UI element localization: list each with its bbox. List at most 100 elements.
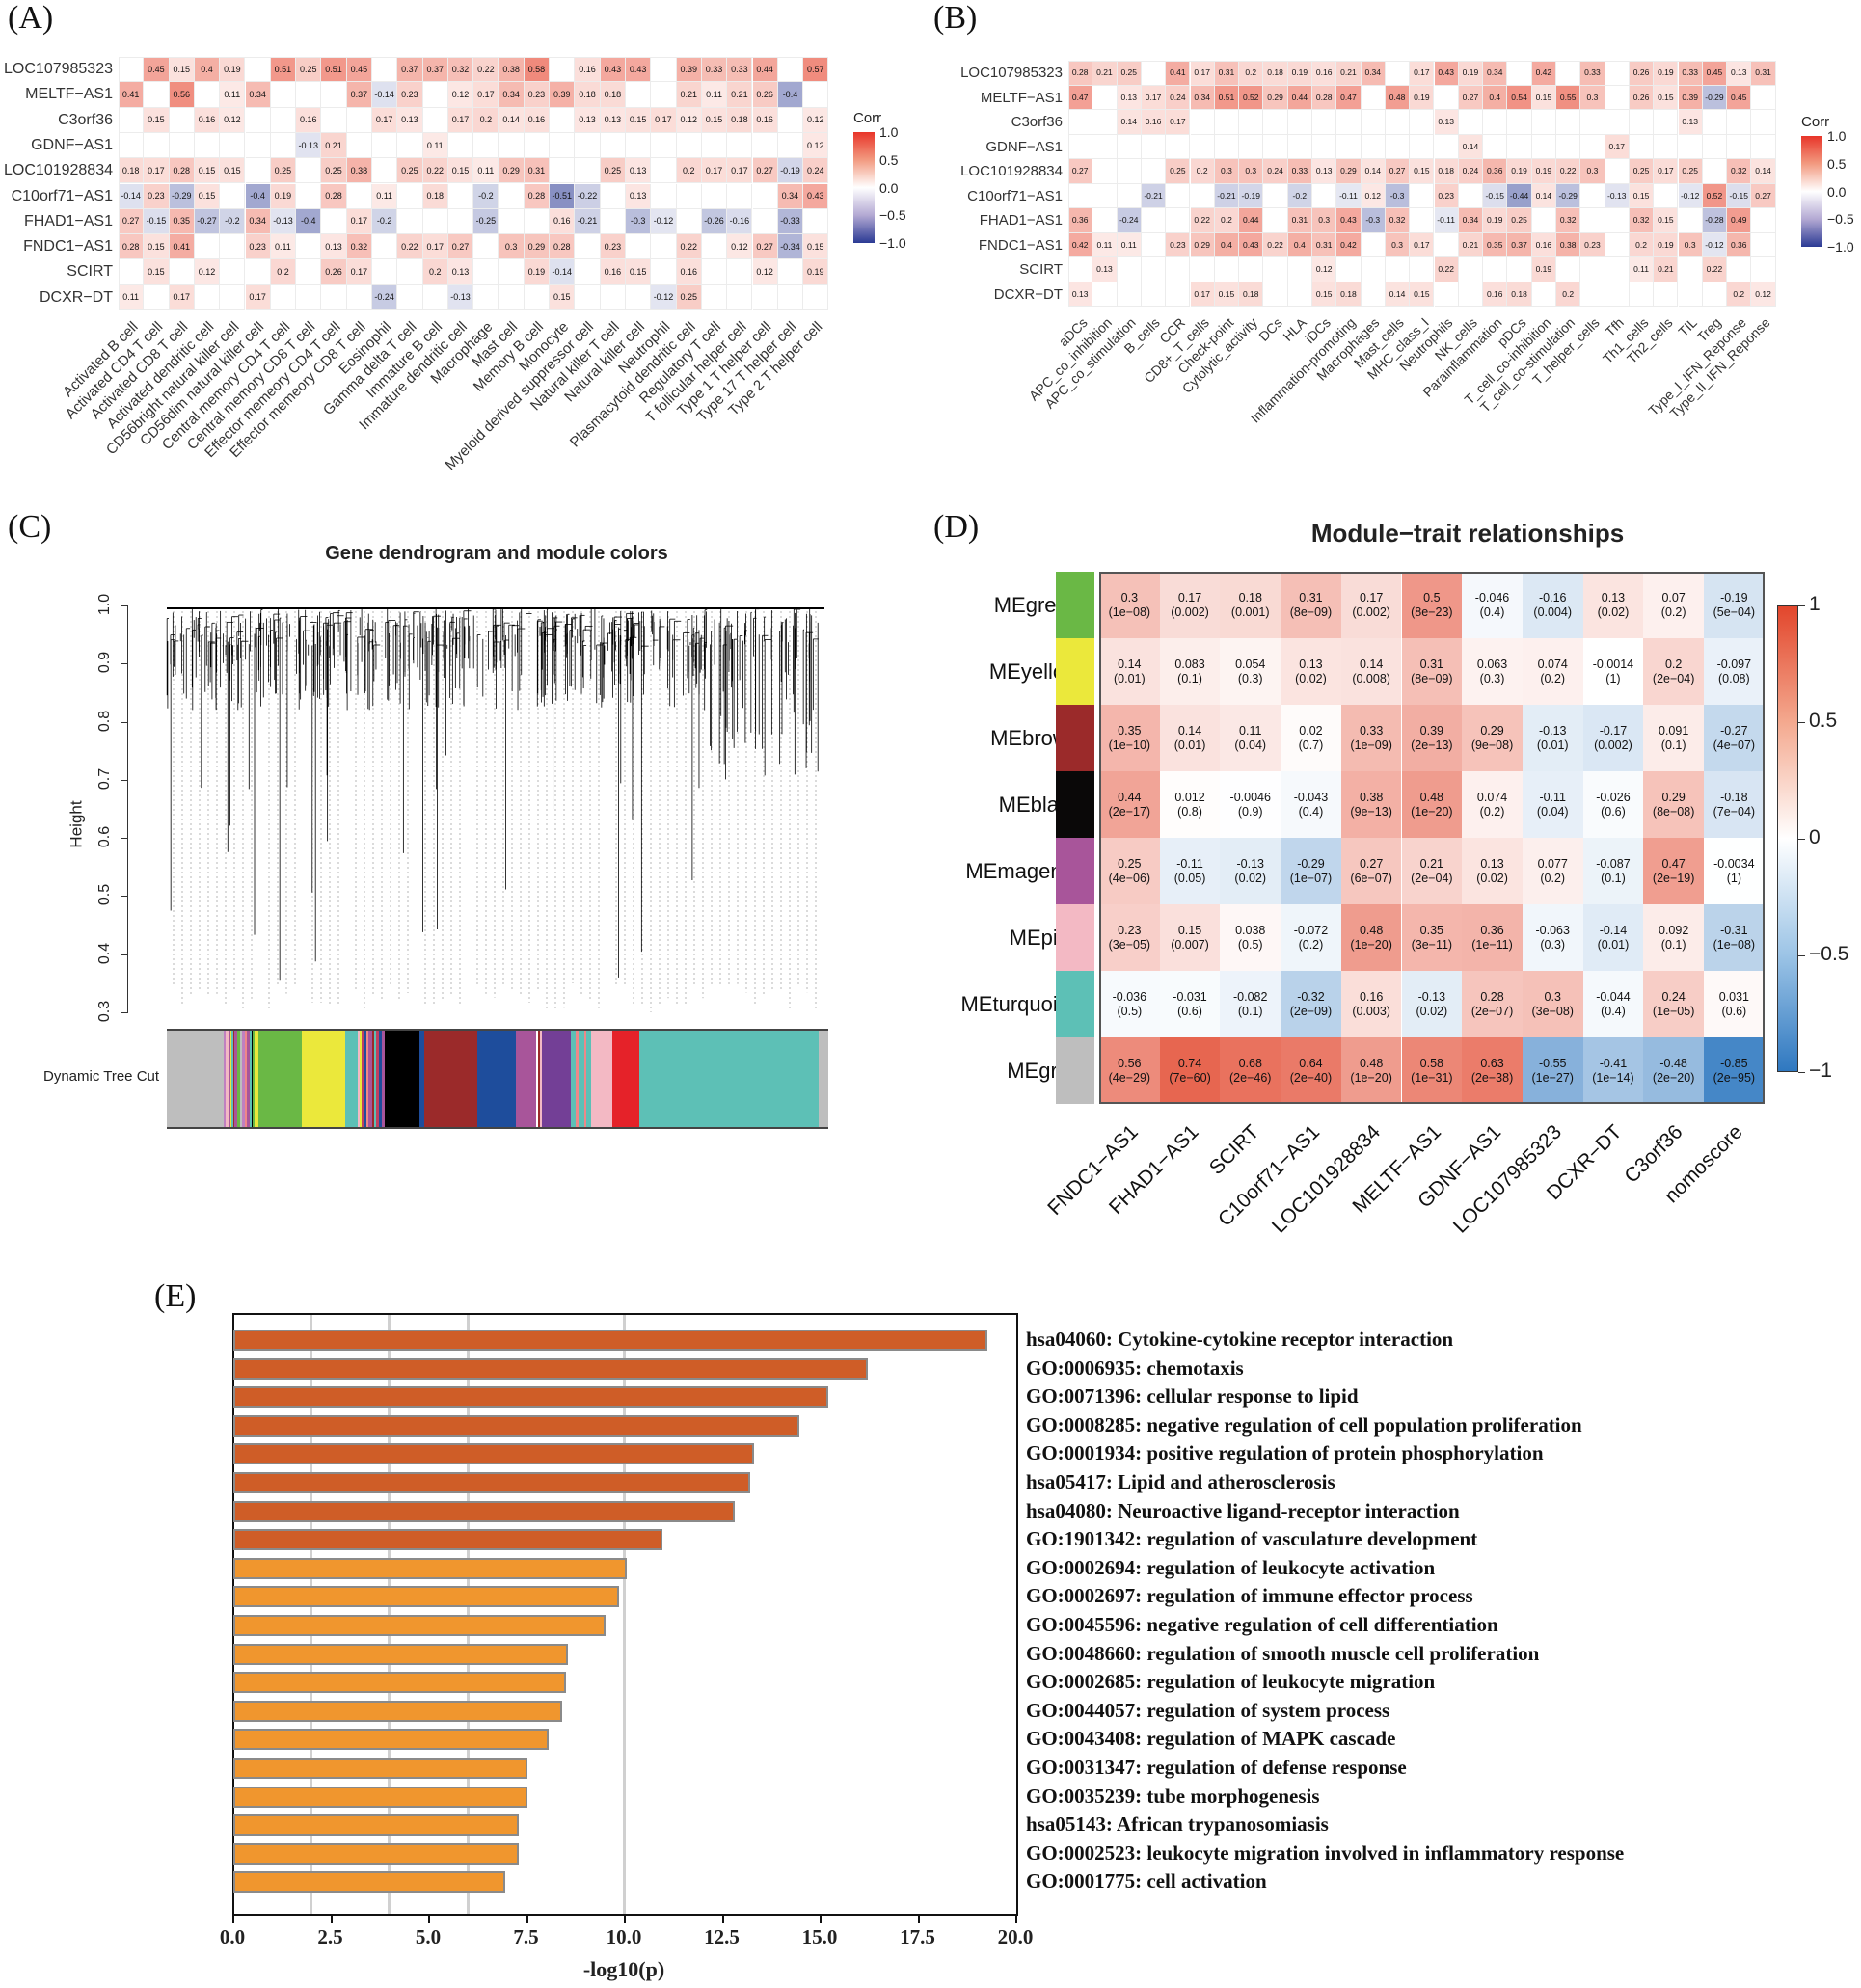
heatmap-cell: 0.17: [1190, 61, 1215, 86]
x-axis-tick-label: 20.0: [997, 1925, 1034, 1948]
heatmap-cell: [727, 284, 753, 310]
heatmap-cell: 0.56: [169, 82, 195, 108]
correlation-value: 0.17: [1177, 590, 1202, 604]
module-color-segment: [375, 1031, 380, 1127]
x-axis-tick: [428, 1916, 430, 1923]
heatmap-cell: [346, 284, 372, 310]
heatmap-cell: [1361, 110, 1386, 135]
heatmap-cell: 0.45: [1702, 61, 1728, 86]
module-trait-cell: -0.31 (1e−08): [1704, 904, 1765, 971]
module-color-segment: [359, 1031, 363, 1127]
module-color-segment: [542, 1031, 571, 1127]
heatmap-cell: -0.2: [372, 208, 398, 235]
heatmap-cell: -0.13: [296, 132, 322, 159]
heatmap-cell: 0.16: [1312, 61, 1337, 86]
module-trait-cell: 0.23 (3e−05): [1099, 904, 1160, 971]
heatmap-cell: [1068, 183, 1093, 208]
heatmap-cell: 0.11: [270, 234, 297, 260]
heatmap-cell: [1654, 183, 1679, 208]
heatmap-cell: 0.23: [397, 82, 423, 108]
heatmap-cell: 0.15: [1654, 208, 1679, 233]
heatmap-cell: -0.29: [1556, 183, 1581, 208]
heatmap-cell: -0.19: [1239, 183, 1264, 208]
heatmap-cell: [119, 57, 145, 83]
module-trait-cell: 0.11 (0.04): [1220, 705, 1281, 771]
heatmap-cell: [1141, 232, 1167, 257]
heatmap-cell: [1605, 110, 1630, 135]
correlation-value: 0.48: [1359, 1056, 1384, 1070]
heatmap-cell: [245, 132, 271, 159]
heatmap-cell: 0.24: [1166, 85, 1191, 110]
correlation-value: 0.14: [1359, 657, 1384, 671]
p-value: (4e−06): [1108, 871, 1151, 885]
heatmap-cell: 0.15: [144, 234, 170, 260]
heatmap-cell: 0.15: [194, 183, 221, 209]
heatmap-cell: 0.23: [144, 183, 170, 209]
trait-column-label: SCIRT: [1204, 1120, 1264, 1180]
heatmap-cell: [447, 183, 474, 209]
module-trait-cell: 0.012 (0.8): [1159, 771, 1221, 838]
p-value: (3e−08): [1531, 1004, 1574, 1018]
heatmap-cell: [220, 259, 246, 285]
correlation-value: -0.41: [1599, 1056, 1628, 1070]
heatmap-cell: [1531, 134, 1556, 159]
heatmap-cell: [727, 132, 753, 159]
correlation-value: -0.036: [1112, 989, 1147, 1004]
heatmap-cell: 0.13: [321, 234, 347, 260]
module-trait-cell: -0.046 (0.4): [1462, 572, 1523, 638]
heatmap-cell: 0.35: [1483, 232, 1508, 257]
p-value: (0.5): [1237, 937, 1263, 952]
correlation-value: 0.63: [1480, 1056, 1504, 1070]
correlation-value: -0.13: [1538, 723, 1567, 738]
heatmap-cell: -0.11: [1336, 183, 1362, 208]
heatmap-cell: [1117, 282, 1142, 307]
correlation-value: 0.083: [1174, 657, 1205, 671]
correlation-value: 0.35: [1419, 923, 1444, 937]
heatmap-cell: 0.12: [803, 132, 829, 159]
heatmap-cell: [1507, 110, 1532, 135]
correlation-value: 0.29: [1480, 723, 1504, 738]
heatmap-cell: [600, 132, 626, 159]
module-trait-cell: -0.32 (2e−09): [1281, 971, 1341, 1037]
heatmap-cell: 0.17: [651, 107, 677, 133]
panel-label-e: (E): [154, 1278, 197, 1314]
module-color-segment: [583, 1031, 586, 1127]
enrichment-term-label: GO:0001934: positive regulation of prote…: [1026, 1441, 1544, 1465]
heatmap-row-label: MELTF−AS1: [25, 86, 113, 103]
heatmap-cell: [803, 284, 829, 310]
module-color-segment: [576, 1031, 580, 1127]
heatmap-cell: 0.39: [1678, 85, 1703, 110]
p-value: (2e−46): [1229, 1070, 1272, 1085]
enrichment-bar: [233, 1357, 868, 1380]
heatmap-cell: 0.29: [1336, 159, 1362, 184]
heatmap-cell: 0.12: [727, 234, 753, 260]
module-trait-cell: -0.16 (0.004): [1522, 572, 1583, 638]
p-value: (0.2): [1540, 671, 1566, 685]
heatmap-cell: [296, 183, 322, 209]
heatmap-cell: [727, 183, 753, 209]
correlation-value: -0.031: [1173, 989, 1207, 1004]
heatmap-cell: [397, 183, 423, 209]
heatmap-cell: [422, 82, 448, 108]
heatmap-cell: [1410, 110, 1435, 135]
colorbar-tick: [1798, 955, 1805, 956]
heatmap-cell: 0.11: [1629, 257, 1655, 282]
module-color-segment: [423, 1031, 478, 1127]
x-axis-tick-label: 0.0: [219, 1925, 246, 1948]
heatmap-cell: [600, 284, 626, 310]
heatmap-cell: 0.33: [1678, 61, 1703, 86]
heatmap-cell: 0.17: [422, 234, 448, 260]
module-color-segment: [371, 1031, 374, 1127]
heatmap-cell: [1751, 134, 1776, 159]
heatmap-cell: 0.26: [321, 259, 347, 285]
heatmap-cell: 0.29: [1190, 232, 1215, 257]
heatmap-cell: [1702, 282, 1728, 307]
heatmap-cell: [1507, 134, 1532, 159]
heatmap-cell: [194, 234, 221, 260]
p-value: (1e−10): [1108, 738, 1151, 752]
correlation-value: 0.012: [1174, 790, 1205, 804]
enrichment-bar: [233, 1386, 829, 1409]
heatmap-cell: 0.33: [701, 57, 728, 83]
heatmap-cell: [372, 259, 398, 285]
module-trait-cell: -0.13 (0.02): [1220, 838, 1281, 904]
